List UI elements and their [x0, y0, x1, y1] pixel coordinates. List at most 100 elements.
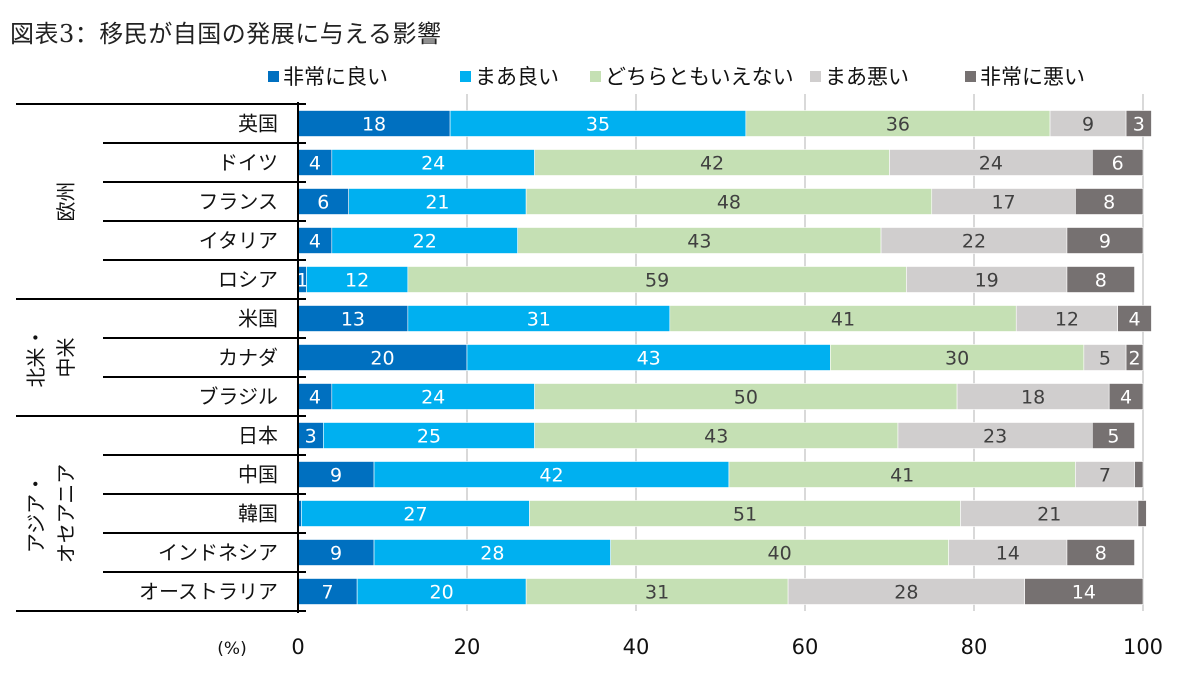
bar-segment [297, 344, 468, 371]
category-label: インドネシア [158, 541, 278, 565]
category-label: イタリア [199, 229, 278, 253]
data-label: 5 [1099, 348, 1111, 370]
data-label: 30 [945, 348, 969, 370]
data-label: 40 [768, 543, 792, 565]
bar-segment [1066, 266, 1135, 293]
data-label: 43 [637, 348, 661, 370]
category-label: フランス [198, 190, 278, 214]
legend-item: どちらともいえない [590, 65, 794, 89]
bar-segment [534, 422, 899, 449]
bar-segment [297, 188, 350, 215]
data-label: 8 [1095, 270, 1107, 292]
group-label-line: 中米 [54, 338, 78, 378]
bar-segment [1024, 578, 1144, 605]
legend-swatch [810, 71, 821, 82]
bar-segment [1092, 422, 1135, 449]
bar-segment [1125, 110, 1152, 137]
legend-swatch [460, 71, 471, 82]
bar-segment [348, 188, 527, 215]
data-label: 23 [983, 426, 1007, 448]
data-label: 24 [979, 153, 1003, 175]
bar-segment [1092, 149, 1144, 176]
data-label: 4 [1129, 309, 1141, 331]
bar-segment [297, 461, 375, 488]
data-label: 18 [362, 114, 386, 136]
data-label: 14 [1072, 582, 1096, 604]
bar-segment [948, 539, 1068, 566]
legend-item: 非常に悪い [965, 65, 1085, 89]
bar-segment [960, 500, 1139, 527]
group-label: アジア・ オセアニア [24, 464, 78, 564]
data-label: 24 [421, 153, 445, 175]
bar-segment [1134, 461, 1144, 488]
bar-segment [1125, 344, 1144, 371]
bar-segment [906, 266, 1068, 293]
legend-item: まあ良い [460, 65, 559, 89]
bar-segment [525, 578, 789, 605]
bar-segment [1066, 539, 1135, 566]
bar-segment [323, 422, 535, 449]
data-label: 31 [645, 582, 669, 604]
bar-segment [610, 539, 949, 566]
category-label: 日本 [238, 424, 278, 448]
data-label: 51 [733, 504, 757, 526]
legend: 非常に良い まあ良い どちらともいえない まあ悪い 非常に悪い [268, 65, 1085, 89]
bar-segment [1137, 500, 1147, 527]
category-label: 米国 [238, 307, 278, 331]
data-label: 41 [890, 465, 914, 487]
data-label: 17 [991, 192, 1015, 214]
data-label: 4 [309, 153, 321, 175]
data-label: 7 [322, 582, 334, 604]
x-tick-label: 20 [454, 635, 481, 659]
x-tick-label: 0 [291, 635, 304, 659]
bar-segment [669, 305, 1017, 332]
group-label-line: 北米・ [24, 328, 48, 388]
x-tick-label: 100 [1123, 635, 1163, 659]
data-label: 19 [975, 270, 999, 292]
data-label: 43 [687, 231, 711, 253]
data-label: 7 [1099, 465, 1111, 487]
bar-segment [1117, 305, 1152, 332]
data-label: 25 [417, 426, 441, 448]
data-label: 24 [421, 387, 445, 409]
bar-segment [297, 227, 333, 254]
x-tick-label: 60 [792, 635, 819, 659]
bar-segment [466, 344, 831, 371]
category-label: オーストラリア [139, 580, 278, 604]
bar-segment [1075, 188, 1144, 215]
data-label: 59 [645, 270, 669, 292]
bar-segment [525, 188, 933, 215]
data-label: 4 [309, 231, 321, 253]
bar-segment [331, 149, 535, 176]
data-label: 8 [1095, 543, 1107, 565]
data-label: 22 [962, 231, 986, 253]
data-label: 3 [305, 426, 317, 448]
legend-swatch [590, 71, 601, 82]
chart-title: 図表3：移民が自国の発展に与える影響 [10, 20, 442, 48]
data-label: 42 [539, 465, 563, 487]
bar-segment [356, 578, 527, 605]
bar-segment [889, 149, 1093, 176]
data-label: 20 [370, 348, 394, 370]
data-label: 9 [1099, 231, 1111, 253]
legend-item: 非常に良い [268, 65, 388, 89]
data-label: 4 [309, 387, 321, 409]
data-label: 41 [831, 309, 855, 331]
bar-segment [1015, 305, 1118, 332]
data-label: 4 [1120, 387, 1132, 409]
legend-label: まあ悪い [825, 65, 909, 89]
x-tick-label: 80 [961, 635, 988, 659]
data-label: 43 [704, 426, 728, 448]
data-label: 1 [296, 270, 308, 292]
data-label: 5 [1107, 426, 1119, 448]
bar-segment [297, 578, 358, 605]
data-label: 9 [330, 543, 342, 565]
data-label: 27 [403, 504, 427, 526]
bars: 18 35 36 9 34 24 42 24 66 21 48 17 84 22 43 22 91 12 59 19 8… [296, 110, 1152, 605]
x-axis-ticks: 0 20 40 60 80 100 (%) [217, 635, 1163, 659]
group-label-line: 欧州 [54, 182, 78, 222]
bar-segment [728, 461, 1076, 488]
bar-segment [331, 227, 518, 254]
data-label: 28 [894, 582, 918, 604]
